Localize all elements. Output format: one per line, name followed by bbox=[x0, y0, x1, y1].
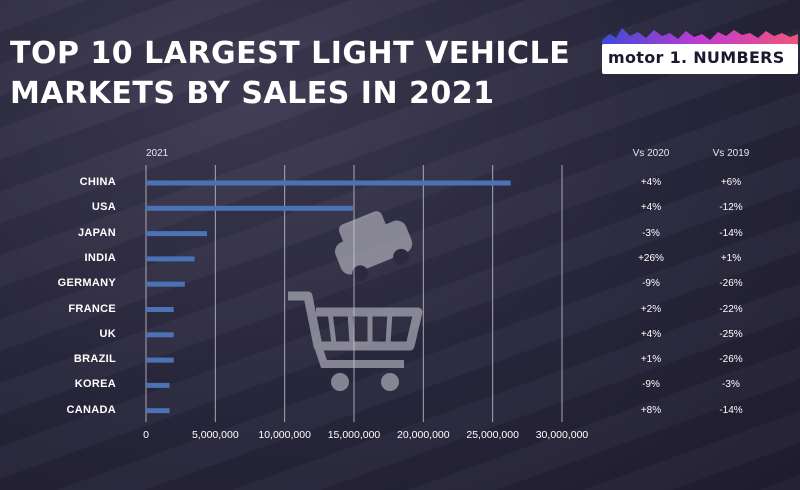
category-label: USA bbox=[91, 201, 116, 214]
vs-2019-value: +1% bbox=[720, 252, 742, 264]
bar-brazil bbox=[146, 357, 174, 363]
vs-2019-value: -3% bbox=[722, 379, 740, 391]
vs-2020-value: +4% bbox=[640, 177, 662, 188]
category-label: INDIA bbox=[84, 251, 116, 264]
x-tick-label: 20,000,000 bbox=[397, 429, 450, 441]
x-gridlines bbox=[145, 165, 563, 422]
chart-title: TOP 10 LARGEST LIGHT VEHICLE MARKETS BY … bbox=[10, 34, 610, 114]
bar-canada bbox=[146, 408, 170, 414]
shopping-cart-with-car-icon bbox=[288, 211, 423, 391]
vs-2019-value: -25% bbox=[719, 328, 743, 340]
logo-box bbox=[602, 44, 798, 74]
vs-2019-value: +6% bbox=[720, 177, 742, 188]
x-tick-label: 5,000,000 bbox=[192, 429, 239, 441]
header-vs-2019: Vs 2019 bbox=[712, 148, 750, 159]
title-line-1: TOP 10 LARGEST LIGHT VEHICLE bbox=[10, 36, 571, 71]
category-label: CHINA bbox=[79, 176, 116, 188]
category-label: GERMANY bbox=[57, 277, 116, 290]
bar-france bbox=[146, 307, 174, 312]
vs-2019-value: -12% bbox=[719, 202, 743, 214]
category-label: UK bbox=[99, 327, 116, 340]
vs-2019-value: -14% bbox=[719, 404, 743, 416]
x-tick-label: 30,000,000 bbox=[536, 429, 589, 441]
vs-2019-value: -26% bbox=[719, 278, 743, 290]
x-tick-label: 0 bbox=[143, 429, 149, 441]
vs-2019-value: -14% bbox=[719, 227, 743, 239]
series-label: 2021 bbox=[146, 148, 169, 159]
x-tick-labels: 0 5,000,000 10,000,000 15,000,000 20,000,000… bbox=[143, 429, 588, 441]
brand-logo: motor 1. NUMBERS bbox=[602, 24, 798, 76]
bar-india bbox=[146, 256, 195, 262]
bars bbox=[146, 180, 511, 414]
x-tick-label: 15,000,000 bbox=[328, 429, 381, 441]
category-label: KOREA bbox=[74, 378, 116, 391]
vs-2020-value: +1% bbox=[640, 354, 662, 366]
header-vs-2020: Vs 2020 bbox=[632, 148, 670, 159]
x-tick-label: 10,000,000 bbox=[258, 429, 311, 441]
vs-2020-value: +26% bbox=[638, 252, 664, 264]
vs-2020-value: +4% bbox=[640, 328, 662, 340]
vs-2019-value: -22% bbox=[719, 303, 743, 315]
logo-text: motor 1. NUMBERS bbox=[608, 48, 785, 67]
vs-2020-value: +4% bbox=[640, 202, 662, 214]
bar-korea bbox=[146, 382, 170, 388]
bar-usa bbox=[146, 205, 354, 211]
vs-2020-value: -9% bbox=[642, 278, 660, 290]
bar-uk bbox=[146, 332, 174, 338]
category-label: BRAZIL bbox=[73, 353, 116, 366]
vs-2020-value: -3% bbox=[642, 227, 660, 239]
vs-2020-value: -9% bbox=[642, 379, 660, 391]
vs-2020-value: +2% bbox=[640, 303, 662, 315]
title-line-2: MARKETS BY SALES IN 2021 bbox=[10, 76, 495, 111]
x-tick-label: 25,000,000 bbox=[466, 429, 519, 441]
vs-2020-value: +8% bbox=[640, 404, 662, 416]
category-label: FRANCE bbox=[68, 302, 116, 315]
bar-germany bbox=[146, 281, 185, 287]
bar-china bbox=[146, 180, 511, 186]
category-label: CANADA bbox=[66, 403, 116, 416]
vs-2019-value: -26% bbox=[719, 354, 743, 366]
bar-japan bbox=[146, 231, 208, 237]
category-label: JAPAN bbox=[78, 226, 116, 239]
